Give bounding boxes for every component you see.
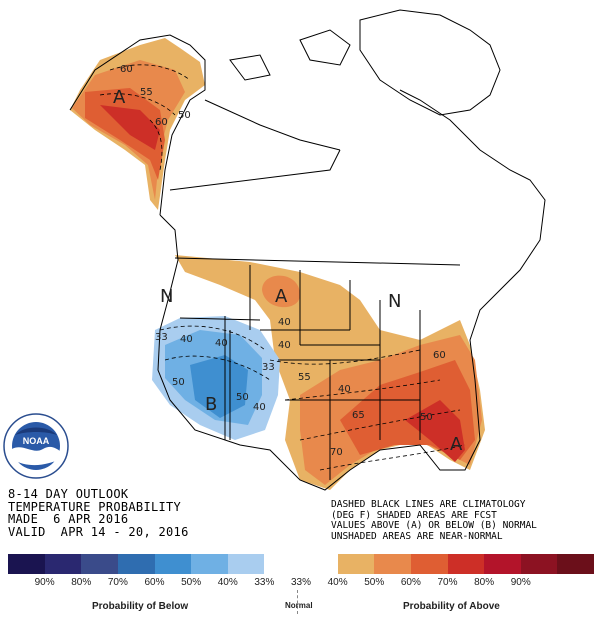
note-line: VALUES ABOVE (A) OR BELOW (B) NORMAL xyxy=(331,520,537,531)
contour-label: 65 xyxy=(352,410,365,421)
contour-label: 60 xyxy=(433,350,446,361)
colorbar-swatch xyxy=(301,554,338,574)
caption-normal: Normal xyxy=(285,601,313,610)
contour-labels: 60 55 60 50 40 33 40 40 50 50 40 33 40 5… xyxy=(120,64,446,458)
colorbar-swatch xyxy=(520,554,558,574)
colorbar-tick-label: 80% xyxy=(71,577,92,588)
label-a-plains: A xyxy=(275,286,288,307)
contour-label: 50 xyxy=(236,392,249,403)
contour-label: 33 xyxy=(262,362,275,373)
colorbar-swatch xyxy=(264,554,301,574)
colorbar-tick-label: 80% xyxy=(474,577,495,588)
colorbar-tick-label: 60% xyxy=(400,577,421,588)
colorbar-tick-label: 40% xyxy=(217,577,238,588)
alaska-shading xyxy=(70,38,205,210)
climatology-lines xyxy=(99,64,466,471)
west-below-shading xyxy=(152,316,280,440)
logo-text: NOAA xyxy=(23,436,50,446)
colorbar-tick-label: 70% xyxy=(107,577,128,588)
colorbar-swatch xyxy=(557,554,594,574)
colorbar-tick-label: 70% xyxy=(437,577,458,588)
contour-label: 60 xyxy=(120,64,133,75)
coastlines xyxy=(69,9,546,491)
colorbar-swatch xyxy=(410,554,448,574)
contour-label: 60 xyxy=(155,117,168,128)
contour-label: 50 xyxy=(172,377,185,388)
colorbar-ticks: 90% 80% 70% 60% 50% 40% 33% 33% 40% 50% 60% 70% 80% 9… xyxy=(8,577,594,591)
contour-label: 50 xyxy=(420,412,433,423)
colorbar-swatch xyxy=(374,554,411,574)
colorbar-tick-label: 90% xyxy=(34,577,55,588)
contour-label: 33 xyxy=(155,332,168,343)
outlook-line: MADE 6 APR 2016 xyxy=(8,512,129,526)
caption-above: Probability of Above xyxy=(403,601,500,612)
colorbar-swatch xyxy=(117,554,155,574)
colorbar-swatch xyxy=(484,554,521,574)
contour-label: 40 xyxy=(338,384,351,395)
contour-label: 70 xyxy=(330,447,343,458)
outlook-line: 8-14 DAY OUTLOOK xyxy=(8,487,129,501)
normal-divider xyxy=(297,590,299,614)
colorbar-tick-label: 33% xyxy=(254,577,275,588)
label-n-northeast: N xyxy=(388,291,401,312)
region-labels: A A A B N N xyxy=(113,87,463,455)
colorbar-swatch xyxy=(154,554,192,574)
caption-below: Probability of Below xyxy=(92,601,189,612)
contour-label: 55 xyxy=(140,87,153,98)
colorbar-swatch xyxy=(447,554,485,574)
colorbar-tick-label: 90% xyxy=(510,577,531,588)
note-line: DASHED BLACK LINES ARE CLIMATOLOGY xyxy=(331,499,526,510)
colorbar-swatch xyxy=(44,554,82,574)
colorbar-swatch xyxy=(337,554,375,574)
contour-label: 40 xyxy=(215,338,228,349)
label-a-alaska: A xyxy=(113,87,126,108)
colorbar-tick-label: 50% xyxy=(364,577,385,588)
colorbar-swatch xyxy=(191,554,228,574)
contour-label: 40 xyxy=(278,317,291,328)
colorbar-tick-label: 33% xyxy=(290,577,311,588)
contour-label: 50 xyxy=(178,110,191,121)
temperature-outlook-map: A A A B N N 60 55 60 50 40 33 40 40 50 5… xyxy=(69,9,546,491)
colorbar-swatch xyxy=(8,554,45,574)
label-b-west: B xyxy=(205,394,217,415)
label-n-northwest: N xyxy=(160,286,173,307)
contour-label: 40 xyxy=(278,340,291,351)
contour-label: 40 xyxy=(180,334,193,345)
colorbar-swatch xyxy=(81,554,118,574)
note-line: UNSHADED AREAS ARE NEAR-NORMAL xyxy=(331,530,503,542)
contour-label: 55 xyxy=(298,372,311,383)
colorbar-tick-label: 40% xyxy=(327,577,348,588)
outlook-title: 8-14 DAY OUTLOOK TEMPERATURE PROBABILITY M… xyxy=(8,488,189,538)
note-line: (DEG F) SHADED AREAS ARE FCST xyxy=(331,509,497,521)
label-a-southeast: A xyxy=(450,434,463,455)
outlook-line: VALID APR 14 - 20, 2016 xyxy=(8,524,189,539)
probability-colorbar xyxy=(8,554,594,574)
colorbar-tick-label: 50% xyxy=(181,577,202,588)
map-note: DASHED BLACK LINES ARE CLIMATOLOGY (DEG F… xyxy=(331,499,537,542)
outlook-line: TEMPERATURE PROBABILITY xyxy=(8,499,182,514)
noaa-logo-icon: NOAA xyxy=(3,413,69,479)
colorbar-swatch xyxy=(227,554,265,574)
colorbar-tick-label: 60% xyxy=(144,577,165,588)
contour-label: 40 xyxy=(253,402,266,413)
